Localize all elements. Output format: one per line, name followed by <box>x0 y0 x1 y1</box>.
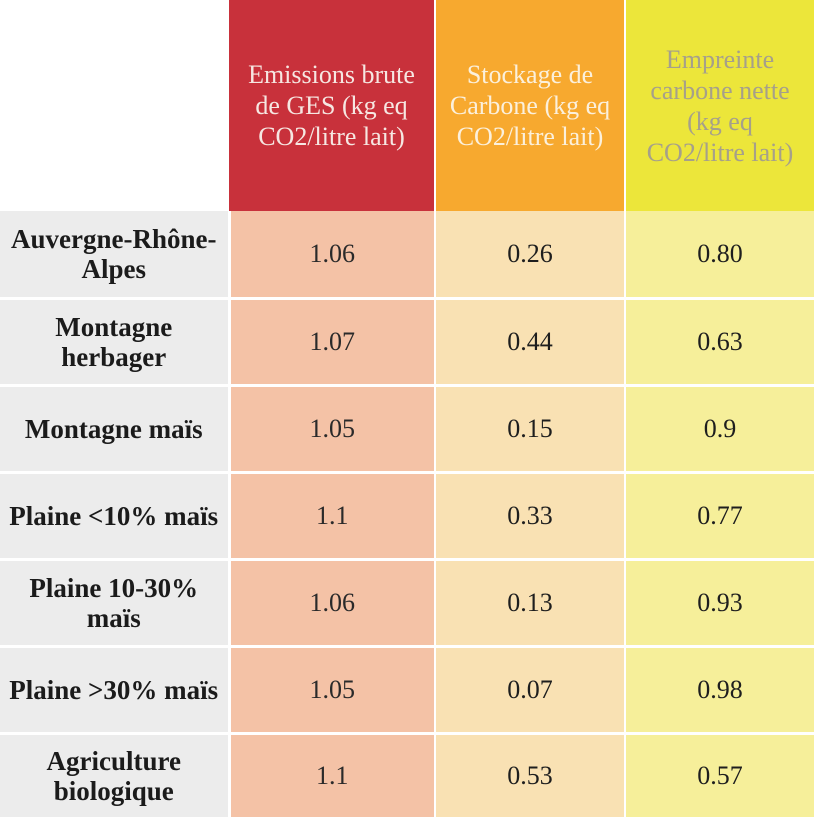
emissions-cell: 1.06 <box>229 559 436 648</box>
row-label-text: Montagne maïs <box>24 413 203 444</box>
header-empreinte: Empreinte carbone nette (kg eq CO2/litre… <box>625 0 814 211</box>
stockage-cell: 0.26 <box>435 211 626 300</box>
empreinte-cell: 0.63 <box>625 298 814 387</box>
row-label-text: Montagne herbager <box>55 311 173 372</box>
stockage-cell: 0.15 <box>435 385 626 474</box>
empreinte-cell: 0.80 <box>625 211 814 300</box>
header-stockage: Stockage de Carbone (kg eq CO2/litre lai… <box>435 0 626 211</box>
row-label: Agriculture biologique <box>0 733 231 820</box>
row-label: Montagne maïs <box>0 385 231 474</box>
row-label-text: Auvergne-Rhône-Alpes <box>11 223 217 284</box>
empreinte-cell: 0.93 <box>625 559 814 648</box>
empreinte-cell: 0.77 <box>625 472 814 561</box>
stockage-cell: 0.33 <box>435 472 626 561</box>
empreinte-cell: 0.9 <box>625 385 814 474</box>
row-label: Plaine 10-30% maïs <box>0 559 231 648</box>
header-stockage-text: Stockage de Carbone (kg eq CO2/litre lai… <box>449 60 611 151</box>
carbon-footprint-table: Emissions brute de GES (kg eq CO2/litre … <box>0 0 814 820</box>
header-emissions: Emissions brute de GES (kg eq CO2/litre … <box>229 0 436 211</box>
emissions-cell: 1.05 <box>229 385 436 474</box>
empreinte-cell: 0.57 <box>625 733 814 820</box>
header-empreinte-text: Empreinte carbone nette (kg eq CO2/litre… <box>646 44 794 167</box>
emissions-cell: 1.1 <box>229 472 436 561</box>
header-emissions-text: Emissions brute de GES (kg eq CO2/litre … <box>248 60 415 151</box>
emissions-cell: 1.1 <box>229 733 436 820</box>
emissions-cell: 1.07 <box>229 298 436 387</box>
table-row: Agriculture biologique 1.1 0.53 0.57 <box>0 733 814 820</box>
row-label-text: Plaine <10% maïs <box>9 500 219 531</box>
row-label-text: Agriculture biologique <box>46 745 181 806</box>
emissions-cell: 1.06 <box>229 211 436 300</box>
table-row: Auvergne-Rhône-Alpes 1.06 0.26 0.80 <box>0 211 814 300</box>
table-row: Plaine <10% maïs 1.1 0.33 0.77 <box>0 472 814 561</box>
table-row: Montagne herbager 1.07 0.44 0.63 <box>0 298 814 387</box>
row-label-text: Plaine 10-30% maïs <box>29 572 199 633</box>
empreinte-cell: 0.98 <box>625 646 814 735</box>
row-label: Plaine <10% maïs <box>0 472 231 561</box>
table-row: Montagne maïs 1.05 0.15 0.9 <box>0 385 814 474</box>
stockage-cell: 0.13 <box>435 559 626 648</box>
row-label: Montagne herbager <box>0 298 231 387</box>
emissions-cell: 1.05 <box>229 646 436 735</box>
row-label-text: Plaine >30% maïs <box>9 674 219 705</box>
stockage-cell: 0.07 <box>435 646 626 735</box>
header-row: Emissions brute de GES (kg eq CO2/litre … <box>0 0 814 211</box>
table-row: Plaine 10-30% maïs 1.06 0.13 0.93 <box>0 559 814 648</box>
header-corner-cell <box>0 0 229 211</box>
table-row: Plaine >30% maïs 1.05 0.07 0.98 <box>0 646 814 735</box>
row-label: Plaine >30% maïs <box>0 646 231 735</box>
stockage-cell: 0.53 <box>435 733 626 820</box>
row-label: Auvergne-Rhône-Alpes <box>0 211 231 300</box>
stockage-cell: 0.44 <box>435 298 626 387</box>
